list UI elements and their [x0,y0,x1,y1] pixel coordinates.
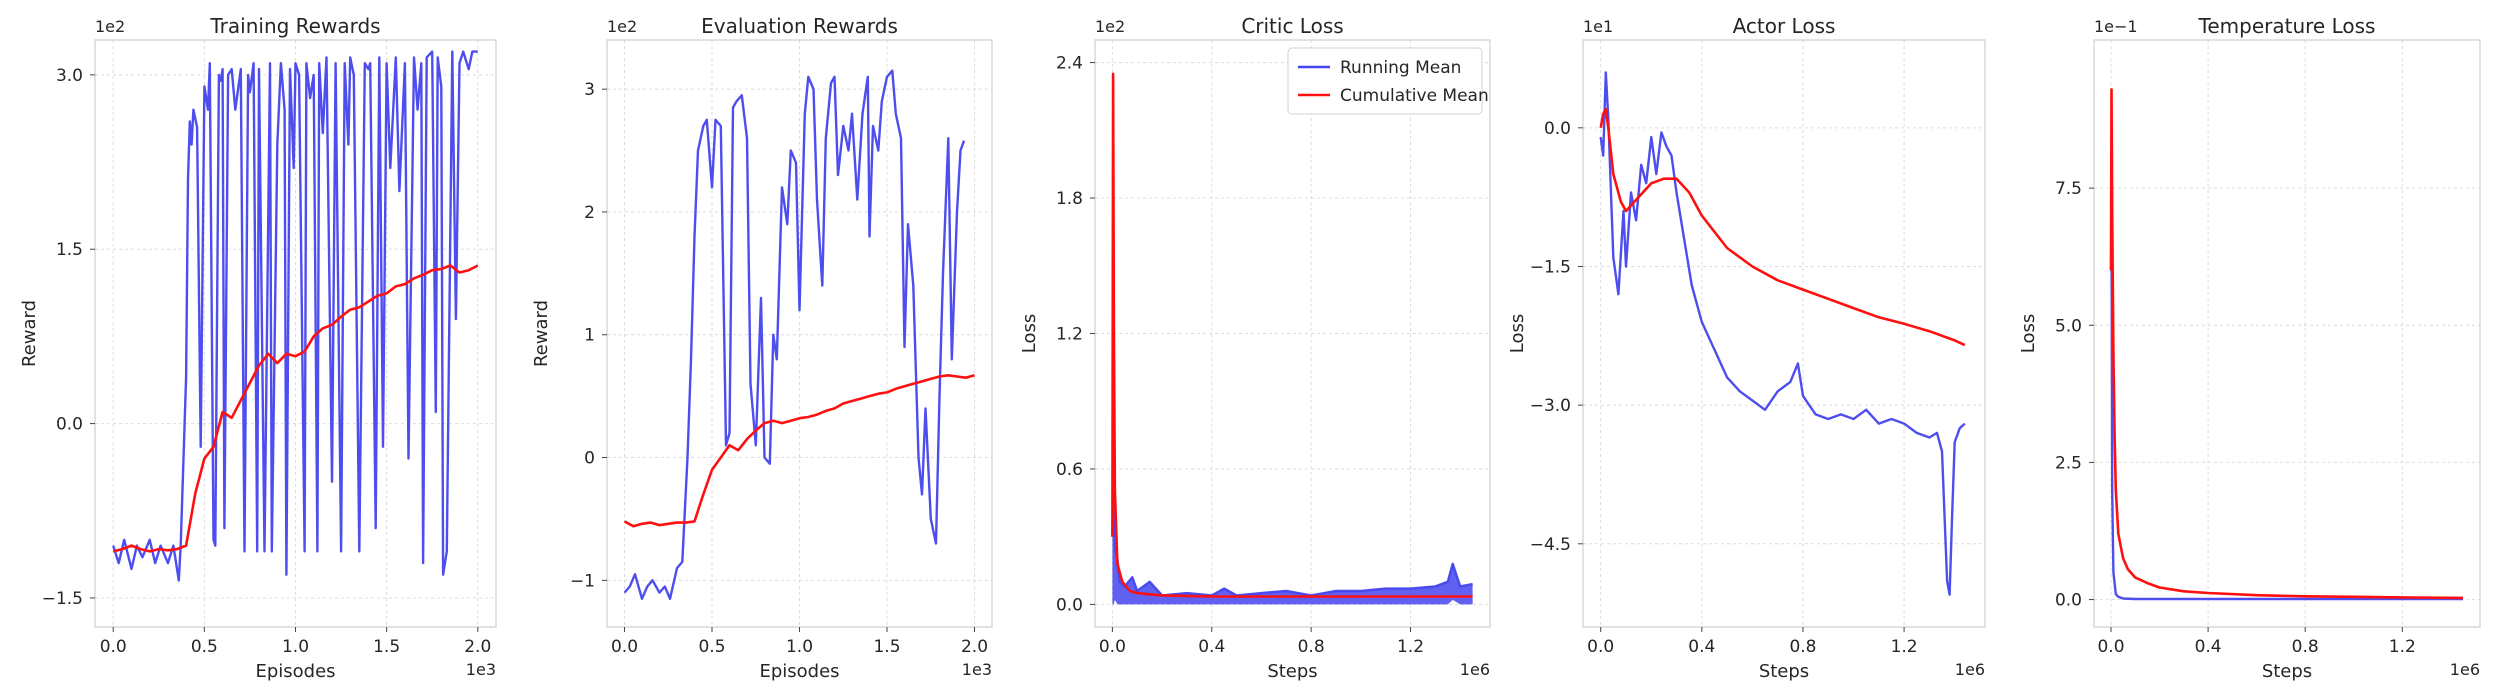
chart-panel-3: 0.0 0.4 0.8 1.2 0.0 0.6 1.2 1.8 2.4 1e2 1e6 Critic … [1019,14,1491,682]
x-tick-label: 0.8 [1789,637,1816,657]
chart-panel-2: 0.0 0.5 1.0 1.5 2.0 −1 0 1 2 3 1e2 1e3 Evaluation Re… [531,14,993,682]
x-tick-label: 2.0 [464,637,491,657]
y-offset-text: 1e2 [1095,17,1125,36]
chart-title: Training Rewards [209,14,380,38]
y-tick-label: 1.8 [1056,189,1083,209]
y-axis-label: Loss [2018,314,2039,353]
chart-panel-4: 0.0 0.4 0.8 1.2 −4.5 −3.0 −1.5 0.0 1e1 1e6 Actor L… [1507,14,1986,682]
y-tick-label: 0 [584,449,595,469]
x-tick-label: 0.0 [611,637,638,657]
series-line-cumulative [2109,88,2464,600]
axes-frame [1094,39,1491,628]
y-tick-label: 5.0 [2055,316,2082,336]
y-tick-label: −4.5 [1530,535,1571,555]
y-tick-label: 0.0 [1056,595,1083,615]
y-tick-label: −1.5 [42,589,83,609]
legend-label: Cumulative Mean [1340,86,1489,106]
x-axis-label: Steps [2262,661,2312,682]
chart-panel-5: 0.0 0.4 0.8 1.2 0.0 2.5 5.0 7.5 1e−1 1e6 Temperatu… [2018,14,2481,682]
x-tick-label: 0.0 [1099,637,1126,657]
plot-area [1111,72,1473,605]
axes-frame [1582,39,1986,628]
y-offset-text: 1e1 [1583,17,1613,36]
series-band-running [1112,469,1473,605]
series-line-running [2109,214,2463,601]
y-tick-label: 0.0 [1544,119,1571,139]
series-line-running [1599,71,1966,596]
y-tick-label: 0.0 [56,415,83,435]
y-tick-label: 3.0 [56,66,83,86]
series-line-cumulative [1111,72,1473,598]
plot-area [623,69,975,600]
x-axis-label: Steps [1759,661,1809,682]
x-tick-label: 0.5 [191,637,218,657]
x-offset-text: 1e3 [962,660,992,679]
y-tick-label: −1 [570,571,595,591]
x-tick-label: 0.0 [2097,637,2124,657]
x-axis-label: Steps [1267,661,1317,682]
y-offset-text: 1e−1 [2094,17,2138,36]
x-tick-label: 1.0 [786,637,813,657]
y-axis-label: Reward [531,300,552,367]
x-tick-label: 1.0 [282,637,309,657]
x-offset-text: 1e6 [1460,660,1490,679]
x-tick-label: 0.8 [1298,637,1325,657]
series-line-running [1111,467,1473,597]
x-tick-label: 0.5 [698,637,725,657]
y-tick-label: 2.4 [1056,54,1083,74]
x-tick-label: 0.4 [1688,637,1715,657]
chart-title: Actor Loss [1733,14,1836,38]
x-axis-label: Episodes [759,661,839,682]
y-tick-label: −3.0 [1530,396,1571,416]
legend-box [1287,47,1483,115]
chart-title: Temperature Loss [2198,14,2376,38]
x-tick-label: 1.5 [373,637,400,657]
x-axis-label: Episodes [255,661,335,682]
x-tick-label: 0.0 [1587,637,1614,657]
x-offset-text: 1e6 [2450,660,2480,679]
x-tick-label: 1.5 [873,637,900,657]
chart-title: Evaluation Rewards [701,14,898,38]
legend: Running Mean Cumulative Mean [1287,47,1489,115]
plot-area [112,50,479,582]
y-tick-label: −1.5 [1530,257,1571,277]
y-axis-label: Loss [1019,314,1040,353]
y-axis-label: Reward [19,300,40,367]
y-offset-text: 1e2 [607,17,637,36]
chart-panel-1: 0.0 0.5 1.0 1.5 2.0 −1.5 0.0 1.5 3.0 1e2 1e3 Traini… [19,14,497,682]
series-line-running [623,69,966,600]
y-tick-label: 2 [584,203,595,223]
chart-title: Critic Loss [1241,14,1343,38]
y-tick-label: 2.5 [2055,453,2082,473]
y-tick-label: 0.6 [1056,460,1083,480]
x-tick-label: 0.4 [1198,637,1225,657]
x-offset-text: 1e6 [1955,660,1985,679]
series-line-cumulative [112,264,479,553]
y-tick-label: 1.2 [1056,325,1083,345]
x-tick-label: 1.2 [2389,637,2416,657]
legend-label: Running Mean [1340,58,1461,78]
y-tick-label: 0.0 [2055,591,2082,611]
plot-area [1599,71,1966,596]
x-tick-label: 0.4 [2195,637,2222,657]
y-tick-label: 1.5 [56,240,83,260]
plot-area [2109,88,2464,601]
x-tick-label: 2.0 [961,637,988,657]
y-tick-label: 3 [584,80,595,100]
x-offset-text: 1e3 [466,660,496,679]
x-tick-label: 0.8 [2292,637,2319,657]
x-tick-label: 0.0 [100,637,127,657]
series-line-running [112,50,478,582]
x-tick-label: 1.2 [1891,637,1918,657]
x-tick-label: 1.2 [1397,637,1424,657]
y-axis-label: Loss [1507,314,1528,353]
series-line-cumulative [623,373,975,528]
y-tick-label: 1 [584,326,595,346]
series-line-cumulative [1599,108,1966,347]
axes-frame [2093,39,2481,628]
y-tick-label: 7.5 [2055,179,2082,199]
y-offset-text: 1e2 [95,17,125,36]
